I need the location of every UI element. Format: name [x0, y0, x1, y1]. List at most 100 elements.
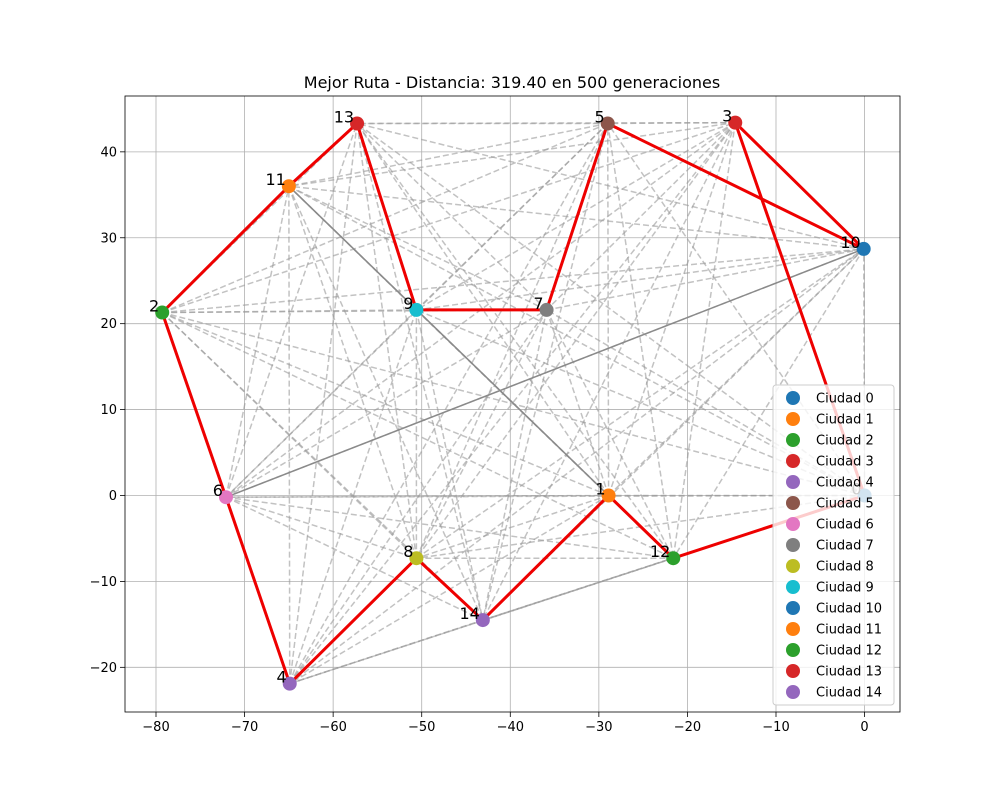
connection-line — [416, 248, 864, 311]
city-label: 11 — [265, 170, 285, 189]
y-tick-label: 10 — [100, 403, 117, 418]
route-segment — [355, 121, 418, 312]
connection-line — [289, 309, 548, 685]
city-label: 3 — [722, 107, 732, 126]
legend-marker — [786, 601, 800, 615]
connection-line — [225, 186, 290, 498]
city-label: 13 — [334, 107, 354, 126]
city-point — [728, 115, 743, 130]
connection-line — [356, 123, 418, 559]
legend-marker — [786, 643, 800, 657]
legend-marker — [786, 496, 800, 510]
connection-line — [288, 185, 484, 621]
x-tick-label: −20 — [674, 720, 701, 735]
city-point — [409, 551, 424, 566]
connection-line — [415, 123, 609, 559]
connection-line — [288, 122, 608, 187]
city-point — [539, 302, 554, 317]
route-segment — [224, 495, 292, 686]
x-tick-label: −80 — [142, 720, 169, 735]
connection-line — [289, 309, 418, 684]
connection-line — [606, 123, 674, 559]
x-tick-label: −70 — [231, 720, 258, 735]
city-point — [601, 488, 616, 503]
connection-line — [288, 185, 418, 559]
city-label: 1 — [595, 479, 605, 498]
city-point — [350, 116, 365, 131]
route-segment — [606, 121, 866, 251]
city-point — [475, 613, 490, 628]
connection-line — [356, 122, 864, 250]
connection-line — [225, 123, 358, 498]
route-segment — [160, 184, 291, 315]
legend-label: Ciudad 10 — [816, 602, 882, 617]
legend-label: Ciudad 11 — [816, 623, 882, 638]
legend-label: Ciudad 14 — [816, 686, 882, 701]
connection-line — [289, 123, 609, 685]
highlight-edges — [225, 185, 864, 498]
y-tick-label: −20 — [90, 661, 117, 676]
y-tick-label: 30 — [100, 231, 117, 246]
route-segment — [160, 311, 228, 499]
legend-label: Ciudad 5 — [816, 497, 874, 512]
y-tick-label: 20 — [100, 317, 117, 332]
legend-label: Ciudad 2 — [816, 434, 874, 449]
connection-line — [225, 496, 674, 559]
legend-marker — [786, 580, 800, 594]
legend-marker — [786, 433, 800, 447]
x-tick-label: −30 — [585, 720, 612, 735]
highlight-edge — [225, 248, 864, 498]
connection-line — [225, 122, 609, 498]
route-segment — [287, 121, 359, 188]
legend-box — [772, 384, 895, 706]
legend-label: Ciudad 13 — [816, 665, 882, 680]
connection-line — [225, 496, 417, 559]
x-tick-label: −50 — [408, 720, 435, 735]
connection-line — [672, 248, 865, 559]
legend-marker — [786, 517, 800, 531]
legend-label: Ciudad 7 — [816, 539, 874, 554]
city-label: 9 — [403, 294, 413, 313]
connection-line — [545, 309, 610, 496]
connection-line — [546, 122, 736, 311]
city-label: 14 — [459, 604, 479, 623]
legend-marker — [786, 538, 800, 552]
connection-line — [161, 121, 736, 314]
connection-line — [545, 309, 674, 559]
connection-line — [482, 557, 674, 621]
legend-label: Ciudad 4 — [816, 476, 874, 491]
city-label: 8 — [403, 542, 413, 561]
chart-title: Mejor Ruta - Distancia: 319.40 en 500 ge… — [304, 73, 720, 92]
connection-line — [672, 122, 736, 559]
legend-marker — [786, 412, 800, 426]
city-point — [155, 305, 170, 320]
best-route — [160, 121, 867, 686]
route-segment — [607, 493, 675, 560]
route-segment — [288, 556, 418, 686]
route-segment — [481, 493, 611, 622]
legend-label: Ciudad 8 — [816, 560, 874, 575]
connection-line — [289, 248, 865, 685]
city-label: 4 — [277, 668, 287, 687]
legend-label: Ciudad 1 — [816, 413, 874, 428]
connection-line — [607, 122, 736, 496]
route-segment — [414, 556, 485, 622]
plot-frame — [124, 95, 901, 713]
x-tick-label: −40 — [497, 720, 524, 735]
city-label: 6 — [213, 481, 223, 500]
connection-line — [415, 248, 865, 559]
city-label: 5 — [595, 107, 605, 126]
highlight-edge — [288, 185, 610, 497]
legend-marker — [786, 622, 800, 636]
connection-line — [415, 309, 484, 621]
legend-marker — [786, 391, 800, 405]
connection-line — [289, 619, 484, 685]
connection-line — [356, 122, 548, 311]
city-point — [281, 179, 296, 194]
connection-line — [162, 248, 864, 314]
legend-marker — [786, 664, 800, 678]
connection-line — [357, 121, 736, 125]
legend-label: Ciudad 9 — [816, 581, 874, 596]
connection-line — [416, 494, 609, 559]
